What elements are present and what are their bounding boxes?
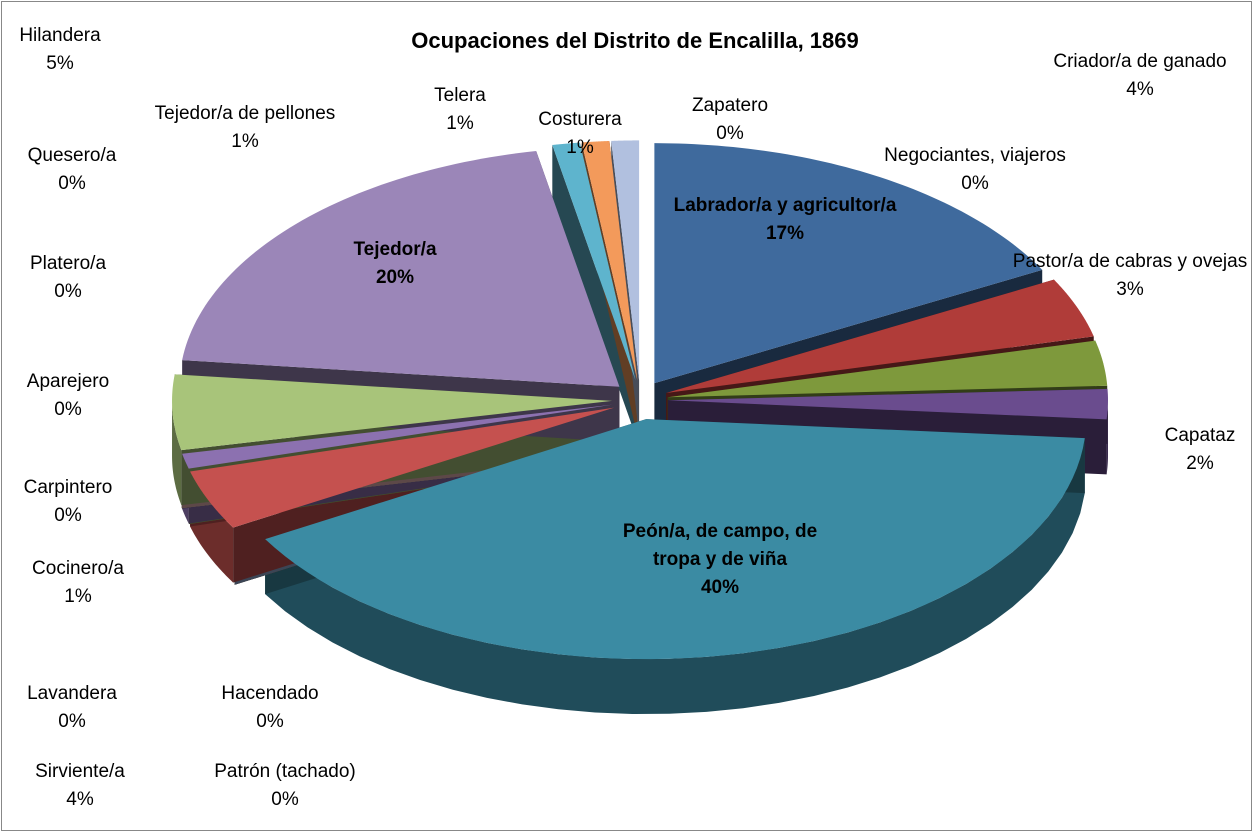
value-label: 1% <box>64 586 92 607</box>
data-label: Quesero/a 0% <box>0 142 192 198</box>
value-label: 0% <box>54 505 82 526</box>
data-label: Lavandera 0% <box>0 680 192 736</box>
data-label: Negociantes, viajeros 0% <box>855 142 1095 198</box>
value-label: 0% <box>54 399 82 420</box>
category-label: Aparejero <box>26 371 110 392</box>
slice <box>190 407 615 528</box>
data-label: Costurera 1% <box>460 106 700 162</box>
data-label: Patrón (tachado) 0% <box>165 758 405 814</box>
value-label: 1% <box>231 131 259 152</box>
value-label: 20% <box>375 267 415 288</box>
value-label: 40% <box>700 577 740 598</box>
data-label: Peón/a, de campo, de tropa y de viña 40% <box>600 518 840 602</box>
category-label: Negociantes, viajeros <box>884 145 1066 166</box>
slice <box>182 151 620 387</box>
slice-wall <box>552 144 636 436</box>
data-label: Zapatero 0% <box>610 92 850 148</box>
data-label: Carpintero 0% <box>0 474 188 530</box>
data-label: Hacendado 0% <box>150 680 390 736</box>
slice <box>265 419 1085 660</box>
slice <box>666 279 1094 394</box>
value-label: 0% <box>271 789 299 810</box>
slice-side <box>265 438 1085 714</box>
data-label: Capataz 2% <box>1080 422 1253 478</box>
category-label: Peón/a, de campo, de tropa y de viña <box>622 521 818 570</box>
category-label: Zapatero <box>691 95 769 116</box>
data-label: Tejedor/a 20% <box>275 236 515 292</box>
data-label: Criador/a de ganado 4% <box>1020 48 1253 104</box>
slice <box>581 140 638 381</box>
category-label: Capataz <box>1164 425 1236 446</box>
data-label: Telera 1% <box>340 82 580 138</box>
slice <box>182 404 613 469</box>
slice <box>654 143 1043 384</box>
category-label: Telera <box>434 85 486 106</box>
category-label: Sirviente/a <box>35 761 125 782</box>
category-label: Tejedor/a de pellones <box>154 103 336 124</box>
value-label: 4% <box>66 789 94 810</box>
category-label: Hacendado <box>221 683 319 704</box>
category-label: Labrador/a y agricultor/a <box>673 195 897 216</box>
data-label: Cocinero/a 1% <box>0 555 198 611</box>
value-label: 1% <box>566 137 594 158</box>
category-label: Platero/a <box>29 253 107 274</box>
data-label: Pastor/a de cabras y ovejas 3% <box>1010 248 1250 304</box>
category-label: Cocinero/a <box>32 558 124 579</box>
value-label: 3% <box>1116 279 1144 300</box>
slice-side <box>172 400 182 506</box>
slice <box>667 388 1108 420</box>
value-label: 4% <box>1126 79 1154 100</box>
data-label: Platero/a 0% <box>0 250 188 306</box>
data-label: Aparejero 0% <box>0 368 188 424</box>
data-label: Labrador/a y agricultor/a 17% <box>665 192 905 248</box>
category-label: Costurera <box>538 109 622 130</box>
slice <box>234 409 616 530</box>
data-label: Tejedor/a de pellones 1% <box>125 100 365 156</box>
value-label: 0% <box>961 173 989 194</box>
value-label: 0% <box>54 281 82 302</box>
category-label: Hilandera <box>19 25 101 46</box>
slice <box>611 140 640 381</box>
slice <box>552 142 636 381</box>
category-label: Carpintero <box>23 477 113 498</box>
category-label: Patrón (tachado) <box>214 761 356 782</box>
category-label: Tejedor/a <box>353 239 437 260</box>
slice <box>667 340 1108 398</box>
value-label: 0% <box>58 173 86 194</box>
value-label: 2% <box>1186 453 1214 474</box>
value-label: 1% <box>446 113 474 134</box>
value-label: 0% <box>58 711 86 732</box>
value-label: 0% <box>256 711 284 732</box>
category-label: Pastor/a de cabras y ovejas <box>1012 251 1248 272</box>
slice <box>172 374 613 451</box>
data-label: Hilandera 5% <box>0 22 180 78</box>
value-label: 0% <box>716 123 744 144</box>
value-label: 17% <box>765 223 805 244</box>
value-label: 5% <box>46 53 74 74</box>
category-label: Lavandera <box>27 683 117 704</box>
data-label: Sirviente/a 4% <box>0 758 200 814</box>
category-label: Quesero/a <box>27 145 117 166</box>
category-label: Criador/a de ganado <box>1053 51 1227 72</box>
chart-title: Ocupaciones del Distrito de Encalilla, 1… <box>411 28 859 53</box>
